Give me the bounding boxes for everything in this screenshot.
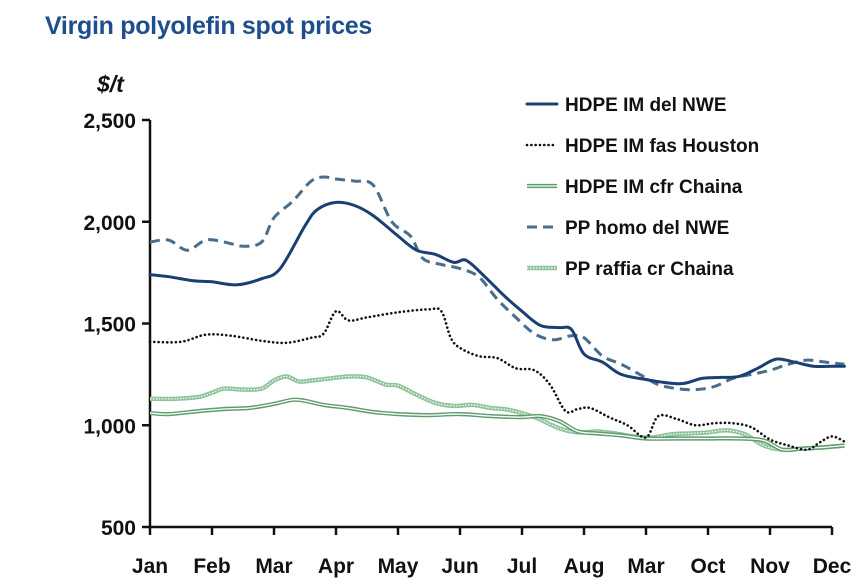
series-line-hdpe-im-del-nwe [148, 200, 846, 386]
y-tick-label: 500 [101, 517, 136, 540]
chart-title: Virgin polyolefin spot prices [45, 12, 373, 40]
series-line-hdpe-im-fas-houston-path [148, 307, 846, 452]
y-tick-label: 1,500 [83, 314, 136, 337]
legend-item-hdpe-im-cfr-chaina: HDPE IM cfr Chaina [527, 177, 743, 198]
y-ticks: 500 1,000 1,500 2,000 2,500 [83, 110, 150, 540]
legend-label: HDPE IM cfr Chaina [565, 177, 743, 198]
x-ticks: Jan Feb Mar Apr May Jun Jul Aug Mar Oct Nov Dec [132, 527, 852, 578]
legend-label: PP homo del NWE [565, 218, 729, 239]
legend-label: PP raffia cr Chaina [565, 259, 734, 280]
series-line-pp-raffia-cr-chaina [149, 374, 845, 453]
series-line-hdpe-im-cfr-chaina [149, 397, 845, 453]
x-tick-label: Jan [132, 555, 168, 578]
x-tick-label: Aug [564, 555, 605, 578]
x-tick-label: Feb [193, 555, 230, 578]
y-axis-unit-label: $/t [97, 71, 124, 97]
series-line-pp-homo-del-nwe [149, 175, 845, 392]
legend-item-hdpe-im-del-nwe: HDPE IM del NWE [525, 95, 727, 116]
y-tick-label: 2,500 [83, 110, 136, 133]
x-tick-label: Dec [813, 555, 852, 578]
x-tick-label: Mar [627, 555, 664, 578]
series-line-hdpe-im-fas-houston [148, 307, 846, 452]
x-tick-label: Apr [318, 555, 354, 578]
series-lines [148, 175, 846, 453]
series-line-pp-raffia-cr-chaina-inner [149, 375, 845, 451]
x-tick-label: May [378, 555, 419, 578]
x-tick-label: Mar [255, 555, 292, 578]
y-tick-label: 2,000 [83, 212, 136, 235]
x-tick-label: Oct [690, 555, 725, 578]
x-tick-label: Jul [507, 555, 537, 578]
legend-item-hdpe-im-fas-houston: HDPE IM fas Houston [525, 136, 759, 157]
x-tick-label: Jun [441, 555, 478, 578]
legend-label: HDPE IM del NWE [565, 95, 727, 116]
series-line-pp-homo-del-nwe-path [149, 175, 845, 392]
x-tick-label: Nov [750, 555, 790, 578]
y-tick-label: 1,000 [83, 415, 136, 438]
legend-item-pp-homo-del-nwe: PP homo del NWE [527, 218, 729, 239]
legend-label: HDPE IM fas Houston [565, 136, 759, 157]
series-line-hdpe-im-del-nwe-path [148, 200, 846, 386]
series-line-hdpe-im-cfr-chaina-inner [149, 398, 845, 451]
legend-item-pp-raffia-cr-chaina: PP raffia cr Chaina [527, 259, 734, 280]
legend: HDPE IM del NWE HDPE IM fas Houston HDPE I… [525, 95, 759, 280]
